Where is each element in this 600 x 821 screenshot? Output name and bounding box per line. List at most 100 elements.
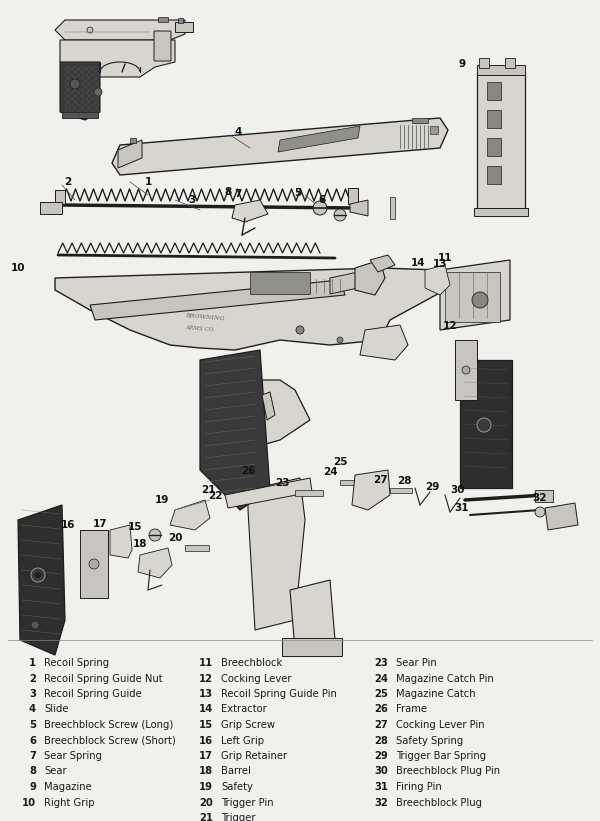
- Text: 9: 9: [458, 59, 466, 69]
- Text: Barrel: Barrel: [221, 767, 251, 777]
- Text: Recoil Spring Guide Nut: Recoil Spring Guide Nut: [44, 673, 163, 684]
- Text: 32: 32: [533, 493, 547, 503]
- Polygon shape: [290, 580, 335, 650]
- Text: 10: 10: [22, 797, 36, 808]
- Text: 9: 9: [29, 782, 36, 792]
- Text: 29: 29: [425, 482, 439, 492]
- Text: Recoil Spring Guide Pin: Recoil Spring Guide Pin: [221, 689, 337, 699]
- Polygon shape: [350, 200, 368, 216]
- Text: 19: 19: [155, 495, 169, 505]
- Bar: [185, 545, 209, 551]
- Polygon shape: [118, 140, 142, 168]
- Text: Grip Retainer: Grip Retainer: [221, 751, 287, 761]
- Polygon shape: [440, 260, 510, 330]
- Text: 6: 6: [29, 736, 36, 745]
- Bar: [479, 58, 489, 68]
- Text: 6: 6: [319, 195, 326, 205]
- Polygon shape: [225, 478, 312, 508]
- Text: 27: 27: [373, 475, 388, 485]
- Circle shape: [472, 292, 488, 308]
- Bar: [430, 126, 438, 134]
- Text: 14: 14: [199, 704, 213, 714]
- Text: 30: 30: [374, 767, 388, 777]
- Text: 24: 24: [323, 467, 337, 477]
- Text: 3: 3: [29, 689, 36, 699]
- Text: Trigger: Trigger: [221, 813, 256, 821]
- Bar: [178, 18, 183, 23]
- Bar: [62, 112, 98, 118]
- Text: 25: 25: [374, 689, 388, 699]
- Polygon shape: [360, 325, 408, 360]
- Text: 18: 18: [199, 767, 213, 777]
- Text: 21: 21: [201, 485, 215, 495]
- Polygon shape: [55, 268, 445, 350]
- Bar: [390, 197, 395, 219]
- Text: Cocking Lever: Cocking Lever: [221, 673, 292, 684]
- Polygon shape: [200, 350, 270, 510]
- Text: Breechblock: Breechblock: [221, 658, 282, 668]
- Polygon shape: [545, 503, 578, 530]
- Polygon shape: [370, 255, 395, 272]
- Text: 8: 8: [29, 767, 36, 777]
- Bar: [474, 208, 528, 216]
- Text: Breechblock Screw (Short): Breechblock Screw (Short): [44, 736, 176, 745]
- Polygon shape: [330, 272, 358, 294]
- FancyBboxPatch shape: [154, 31, 171, 61]
- Text: 15: 15: [128, 522, 142, 532]
- Text: 5: 5: [29, 720, 36, 730]
- Text: Right Grip: Right Grip: [44, 797, 95, 808]
- Bar: [340, 480, 370, 485]
- Text: 25: 25: [333, 457, 347, 467]
- Text: 28: 28: [397, 476, 411, 486]
- Polygon shape: [355, 260, 385, 295]
- Circle shape: [31, 568, 45, 582]
- Bar: [460, 360, 512, 488]
- Text: 11: 11: [438, 253, 452, 263]
- Text: 20: 20: [168, 533, 182, 543]
- Text: 21: 21: [199, 813, 213, 821]
- Circle shape: [94, 88, 102, 96]
- Text: 13: 13: [433, 259, 447, 269]
- Text: 16: 16: [61, 520, 75, 530]
- Text: Sear Pin: Sear Pin: [396, 658, 437, 668]
- Circle shape: [334, 209, 346, 221]
- Bar: [505, 58, 515, 68]
- Polygon shape: [18, 505, 65, 655]
- Circle shape: [87, 27, 93, 33]
- Text: Sear: Sear: [44, 767, 67, 777]
- Text: 28: 28: [374, 736, 388, 745]
- Text: 16: 16: [199, 736, 213, 745]
- Text: Safety: Safety: [221, 782, 253, 792]
- Text: 18: 18: [133, 539, 147, 549]
- Circle shape: [89, 559, 99, 569]
- Text: Recoil Spring Guide: Recoil Spring Guide: [44, 689, 142, 699]
- Polygon shape: [138, 548, 172, 578]
- Text: 4: 4: [235, 127, 242, 137]
- Bar: [158, 17, 168, 22]
- Circle shape: [70, 79, 80, 89]
- Text: 8: 8: [224, 187, 232, 197]
- Text: 31: 31: [374, 782, 388, 792]
- Polygon shape: [110, 525, 132, 558]
- Text: 17: 17: [199, 751, 213, 761]
- Text: 12: 12: [199, 673, 213, 684]
- Text: 13: 13: [199, 689, 213, 699]
- Bar: [487, 82, 501, 100]
- Text: 29: 29: [374, 751, 388, 761]
- Text: 26: 26: [374, 704, 388, 714]
- Text: 1: 1: [145, 177, 152, 187]
- Text: Firing Pin: Firing Pin: [396, 782, 442, 792]
- Text: Breechblock Plug: Breechblock Plug: [396, 797, 482, 808]
- Circle shape: [313, 201, 327, 215]
- Text: 22: 22: [208, 491, 222, 501]
- Bar: [80, 530, 108, 598]
- Text: 30: 30: [451, 485, 465, 495]
- Polygon shape: [248, 478, 305, 630]
- Text: 23: 23: [374, 658, 388, 668]
- Circle shape: [32, 622, 38, 628]
- Bar: [390, 488, 412, 493]
- Text: 3: 3: [188, 195, 196, 205]
- Text: 19: 19: [199, 782, 213, 792]
- Text: 24: 24: [374, 673, 388, 684]
- Text: 4: 4: [29, 704, 36, 714]
